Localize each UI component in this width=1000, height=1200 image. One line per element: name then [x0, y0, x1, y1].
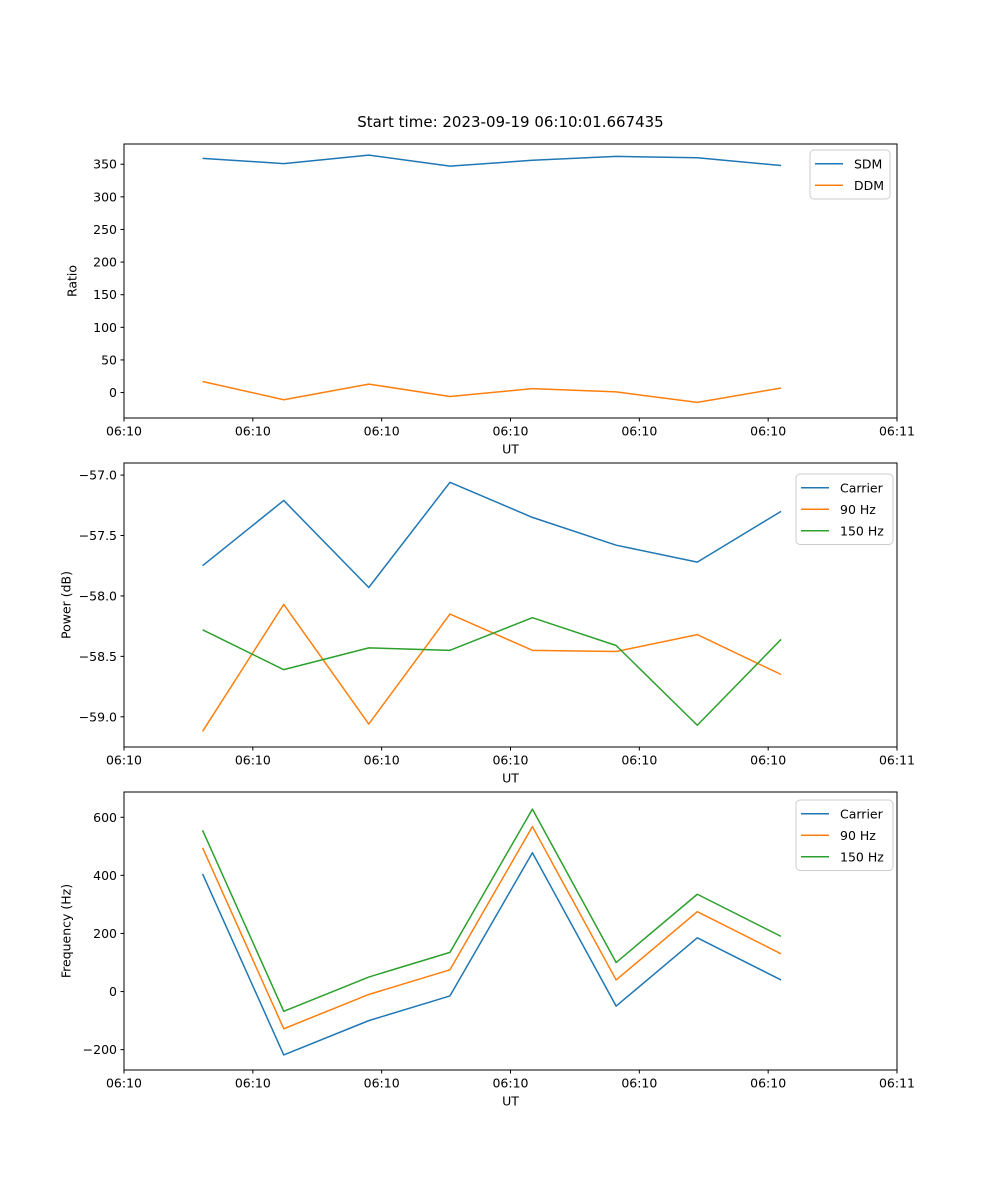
series-line-90-hz — [201, 603, 782, 732]
legend-box — [795, 799, 894, 871]
x-tick-label: 06:10 — [364, 424, 400, 439]
x-tick-label: 06:10 — [364, 753, 400, 768]
x-tick-label: 06:11 — [879, 1076, 915, 1091]
y-tick-label: −57.0 — [79, 468, 117, 483]
x-tick-label: 06:10 — [106, 753, 142, 768]
legend: SDM DDM — [809, 149, 891, 200]
x-tick-label: 06:10 — [621, 424, 657, 439]
x-axis-label: UT — [502, 1094, 519, 1109]
legend-label-150-hz: 150 Hz — [840, 849, 884, 864]
legend-box — [795, 473, 894, 545]
series-line-carrier — [202, 481, 782, 589]
x-tick-label: 06:10 — [364, 1076, 400, 1091]
legend-label-90-hz: 90 Hz — [840, 828, 876, 843]
legend: Carrier 90 Hz 150 Hz — [795, 799, 894, 871]
legend: Carrier 90 Hz 150 Hz — [795, 473, 894, 545]
y-tick-label: −59.0 — [79, 709, 117, 724]
y-tick-label: 0 — [109, 984, 117, 999]
subplot-3: 06:10 06:10 06:10 06:10 06:10 06:10 06:11 −200 0… — [59, 791, 915, 1109]
y-tick-label: 200 — [93, 255, 117, 270]
y-tick-label: 600 — [93, 810, 117, 825]
y-tick-label: −200 — [83, 1042, 117, 1057]
y-axis-label: Ratio — [65, 265, 80, 297]
series-line-ddm — [202, 380, 782, 404]
x-tick-label: 06:10 — [621, 1076, 657, 1091]
axes-spines — [123, 143, 898, 419]
x-tick-label: 06:11 — [879, 424, 915, 439]
x-tick-label: 06:10 — [750, 753, 786, 768]
y-tick-label: 100 — [93, 320, 117, 335]
x-tick-label: 06:10 — [235, 424, 271, 439]
subplot-2: 06:10 06:10 06:10 06:10 06:10 06:10 06:11 −59.0… — [59, 462, 915, 786]
y-tick-label: −58.5 — [79, 649, 117, 664]
x-tick-label: 06:11 — [879, 753, 915, 768]
subplot-1: 06:10 06:10 06:10 06:10 06:10 06:10 06:11 0 50 10… — [65, 143, 915, 457]
x-tick-label: 06:10 — [750, 424, 786, 439]
x-tick-label: 06:10 — [235, 753, 271, 768]
y-tick-label: 200 — [93, 926, 117, 941]
figure-title: Start time: 2023-09-19 06:10:01.667435 — [357, 113, 664, 131]
legend-label-ddm: DDM — [854, 178, 884, 193]
legend-label-150-hz: 150 Hz — [840, 523, 884, 538]
legend-label-sdm: SDM — [854, 156, 882, 171]
y-tick-label: 50 — [101, 352, 117, 367]
y-tick-label: 300 — [93, 189, 117, 204]
x-tick-label: 06:10 — [492, 1076, 528, 1091]
y-tick-label: 350 — [93, 157, 117, 172]
y-tick-label: −57.5 — [79, 528, 117, 543]
legend-label-90-hz: 90 Hz — [840, 502, 876, 517]
x-tick-label: 06:10 — [235, 1076, 271, 1091]
series-line-carrier — [201, 851, 782, 1056]
legend-box — [809, 149, 891, 200]
y-tick-label: 0 — [109, 385, 117, 400]
x-axis-label: UT — [502, 771, 519, 786]
x-tick-label: 06:10 — [106, 424, 142, 439]
axes-spines — [123, 462, 898, 748]
y-tick-label: 250 — [93, 222, 117, 237]
y-axis-label: Frequency (Hz) — [59, 884, 74, 978]
y-tick-label: −58.0 — [79, 588, 117, 603]
x-tick-label: 06:10 — [621, 753, 657, 768]
legend-label-carrier: Carrier — [840, 480, 884, 495]
series-line-sdm — [202, 154, 782, 167]
x-tick-label: 06:10 — [492, 424, 528, 439]
y-axis-label: Power (dB) — [59, 571, 74, 639]
series-line-90-hz — [201, 825, 782, 1030]
x-tick-label: 06:10 — [492, 753, 528, 768]
x-tick-label: 06:10 — [106, 1076, 142, 1091]
series-line-150-hz — [202, 616, 782, 726]
y-tick-label: 400 — [93, 868, 117, 883]
y-tick-label: 150 — [93, 287, 117, 302]
series-line-150-hz — [201, 808, 782, 1013]
x-axis-label: UT — [502, 442, 519, 457]
legend-label-carrier: Carrier — [840, 806, 884, 821]
x-tick-label: 06:10 — [750, 1076, 786, 1091]
